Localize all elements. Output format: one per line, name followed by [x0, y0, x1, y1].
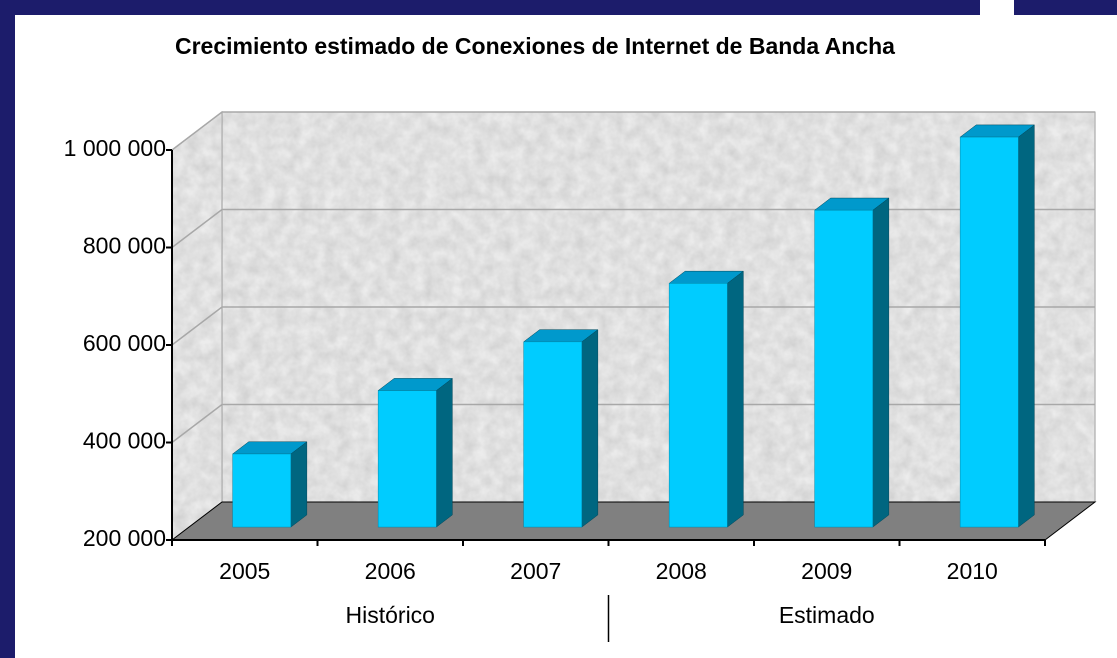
y-tick-label: 600 000	[83, 330, 166, 356]
bar-side	[727, 270, 744, 528]
grid-line	[171, 403, 1095, 444]
y-tick-label: 400 000	[83, 428, 166, 454]
x-tick-label: 2007	[510, 558, 561, 584]
x-tick-label: 2008	[656, 558, 707, 584]
group-label: Histórico	[346, 602, 435, 628]
y-tick-label: 200 000	[83, 525, 166, 551]
bar	[668, 283, 728, 528]
x-tick-label: 2010	[947, 558, 998, 584]
x-tick-label: 2009	[801, 558, 852, 584]
floor	[170, 501, 1097, 541]
bar-side	[290, 441, 308, 528]
grid-line	[171, 208, 1095, 249]
bar	[959, 136, 1019, 528]
bar	[232, 453, 292, 528]
y-tick-label: 800 000	[83, 233, 166, 259]
grid-line	[171, 306, 1095, 346]
chart-title: Crecimiento estimado de Conexiones de In…	[175, 33, 895, 59]
x-tick-label: 2005	[219, 558, 270, 584]
bar	[814, 209, 874, 528]
bar	[523, 341, 583, 528]
bar-side	[872, 197, 890, 528]
group-label: Estimado	[779, 602, 875, 628]
bar-side	[581, 329, 599, 528]
frame-gap	[980, 0, 1014, 15]
y-tick-label: 1 000 000	[64, 135, 166, 161]
bar-side	[436, 377, 453, 528]
grid-line	[171, 111, 1095, 151]
x-tick-label: 2006	[365, 558, 416, 584]
bar-side	[1018, 124, 1035, 528]
bar	[377, 390, 437, 528]
